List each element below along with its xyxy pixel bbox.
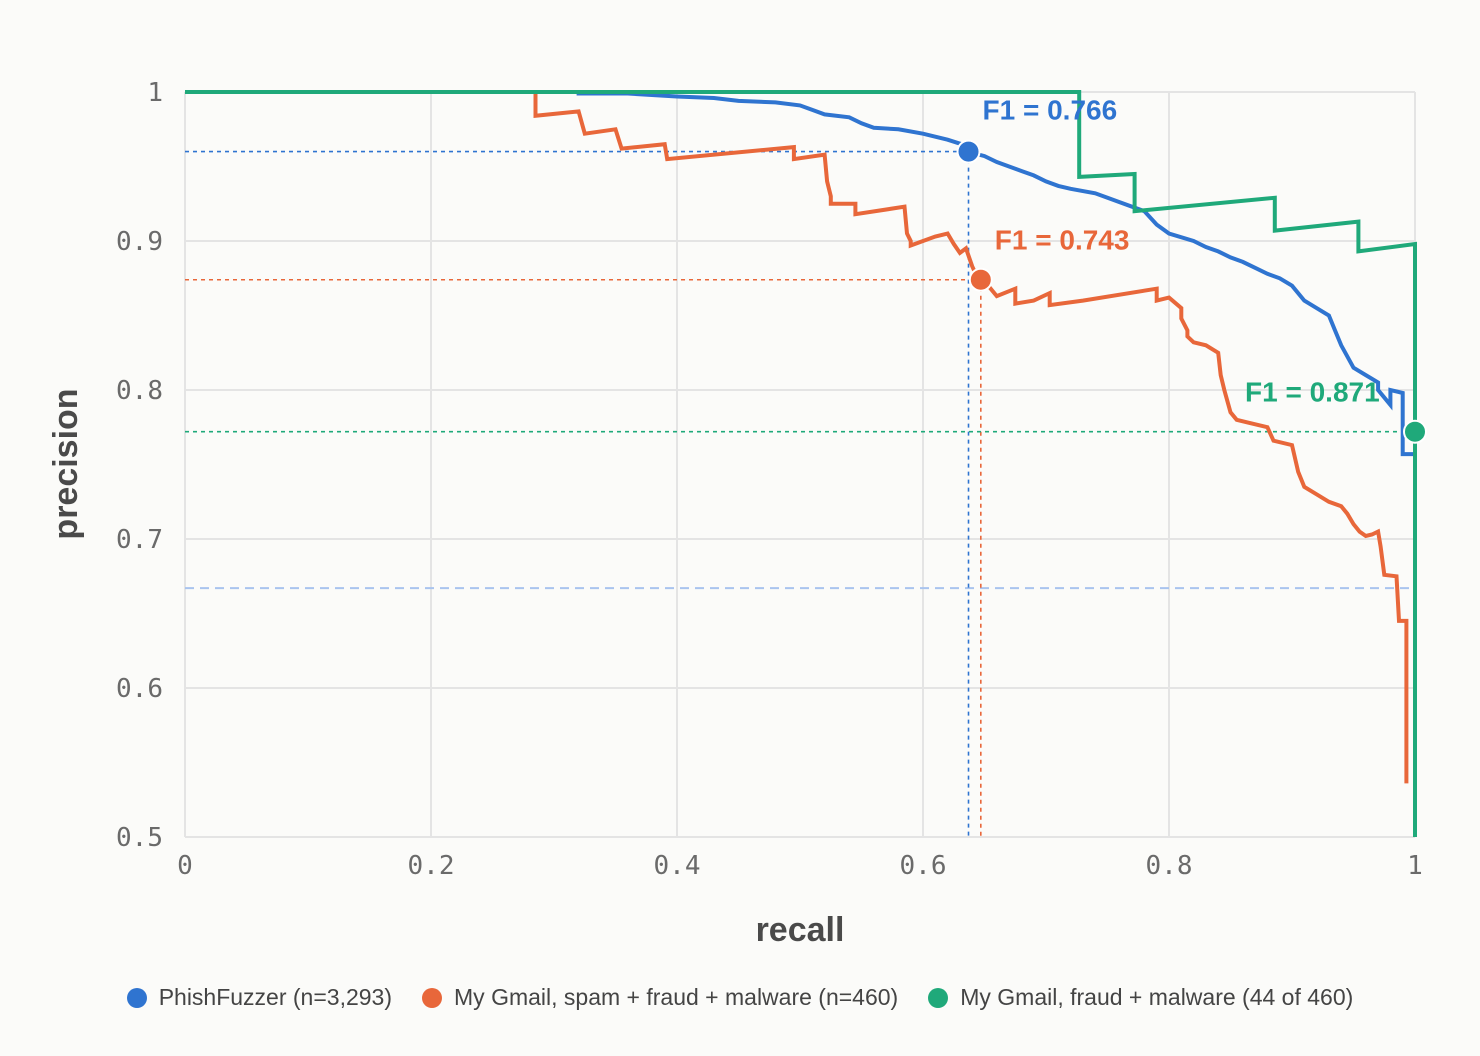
f1-score-label: F1 = 0.766 xyxy=(983,95,1118,126)
x-tick-label: 1 xyxy=(1407,851,1423,881)
legend-label: PhishFuzzer (n=3,293) xyxy=(158,984,393,1010)
x-axis-title: recall xyxy=(756,911,845,949)
series-line-2 xyxy=(185,90,1417,837)
x-tick-label: 0.8 xyxy=(1146,851,1193,881)
y-tick-label: 0.5 xyxy=(116,823,163,853)
y-tick-label: 0.6 xyxy=(116,674,163,704)
x-tick-label: 0.2 xyxy=(408,851,455,881)
x-tick-label: 0 xyxy=(177,851,193,881)
legend-swatch-green xyxy=(928,987,949,1008)
reference-lines xyxy=(185,150,1416,837)
legend-item-gmail-all[interactable]: My Gmail, spam + fraud + malware (n=460) xyxy=(422,984,898,1011)
chart-legend: PhishFuzzer (n=3,293) My Gmail, spam + f… xyxy=(0,984,1480,1011)
legend-item-phishfuzzer[interactable]: PhishFuzzer (n=3,293) xyxy=(126,984,393,1011)
f1-point-marker xyxy=(968,267,993,292)
y-tick-label: 0.7 xyxy=(116,525,163,555)
series-lines xyxy=(185,90,1417,837)
series-line-0 xyxy=(185,90,1415,457)
legend-swatch-orange xyxy=(422,987,443,1008)
y-axis-title: precision xyxy=(47,388,85,539)
legend-label: My Gmail, fraud + malware (44 of 460) xyxy=(960,984,1354,1010)
f1-score-label: F1 = 0.743 xyxy=(995,225,1130,256)
y-tick-label: 1 xyxy=(147,78,163,108)
f1-point-marker xyxy=(956,139,981,164)
legend-swatch-blue xyxy=(126,987,147,1008)
y-tick-label: 0.9 xyxy=(116,227,163,257)
x-tick-label: 0.6 xyxy=(900,851,947,881)
legend-label: My Gmail, spam + fraud + malware (n=460) xyxy=(454,984,899,1010)
legend-item-gmail-fraud[interactable]: My Gmail, fraud + malware (44 of 460) xyxy=(928,984,1353,1011)
x-tick-label: 0.4 xyxy=(654,851,701,881)
series-line-1 xyxy=(185,90,1409,784)
f1-point-marker xyxy=(1403,419,1427,444)
f1-score-label: F1 = 0.871 xyxy=(1245,377,1380,408)
y-tick-label: 0.8 xyxy=(116,376,163,406)
tick-labels: 0 0.2 0.4 0.6 0.8 1 0.5 0.6 0.7 0.8 0.9 1 xyxy=(116,78,1423,881)
f1-markers: F1 = 0.766 F1 = 0.743 F1 = 0.871 xyxy=(956,95,1427,444)
